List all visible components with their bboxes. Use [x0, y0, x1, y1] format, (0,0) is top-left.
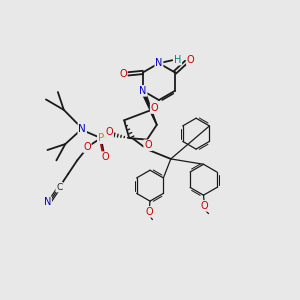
- Text: N: N: [78, 124, 86, 134]
- Text: O: O: [187, 55, 194, 64]
- Text: O: O: [151, 103, 158, 113]
- Text: O: O: [200, 201, 208, 211]
- Text: H: H: [174, 55, 181, 64]
- Text: N: N: [139, 86, 147, 96]
- Text: O: O: [83, 142, 91, 152]
- Text: O: O: [146, 207, 153, 217]
- Text: O: O: [102, 152, 109, 162]
- Text: N: N: [44, 197, 51, 207]
- Text: O: O: [144, 140, 152, 150]
- Text: C: C: [56, 183, 62, 192]
- Polygon shape: [141, 90, 157, 125]
- Text: P: P: [98, 133, 104, 143]
- Text: O: O: [106, 127, 113, 136]
- Text: N: N: [155, 58, 163, 68]
- Text: O: O: [119, 69, 127, 79]
